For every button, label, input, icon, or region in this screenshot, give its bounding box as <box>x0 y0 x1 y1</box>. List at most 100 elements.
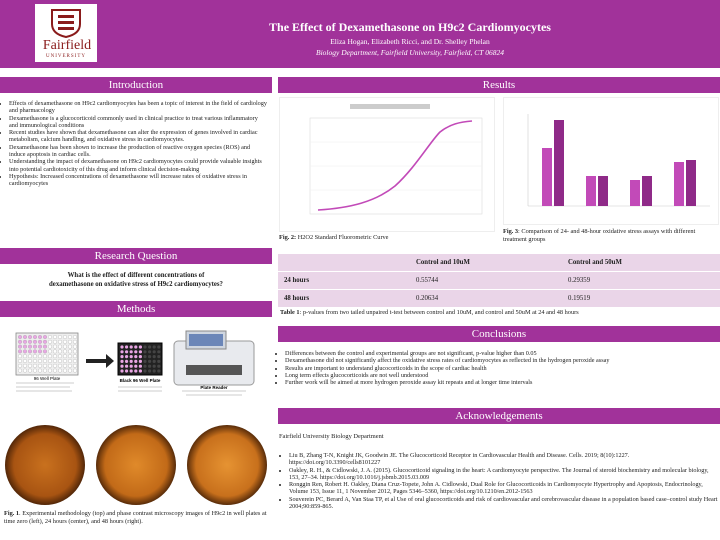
black-well <box>138 350 142 354</box>
well <box>58 363 62 368</box>
fig3-bar <box>586 176 596 206</box>
department: Biology Department, Fairfield University… <box>316 48 504 57</box>
black-well <box>143 350 147 354</box>
black-well <box>157 345 161 349</box>
fig3-caption: Fig. 3: Comparison of 24- and 48-hour ox… <box>503 228 717 243</box>
well <box>33 349 37 354</box>
fig3-caption-text: : Comparison of 24- and 48-hour oxidativ… <box>503 228 696 243</box>
well <box>73 368 77 373</box>
well <box>33 363 37 368</box>
microscopy-image-0h <box>5 425 85 505</box>
black-well <box>157 350 161 354</box>
intro-bullet: Dexamethasone has been shown to increase… <box>9 144 268 159</box>
well <box>73 339 77 344</box>
fig2-caption-label: Fig. 2: <box>279 234 297 241</box>
microscopy-image-48h <box>187 425 267 505</box>
well <box>43 363 47 368</box>
crest-icon <box>51 9 81 38</box>
black-well <box>125 350 129 354</box>
black-well <box>134 350 138 354</box>
black-well <box>152 364 156 368</box>
poster-title: The Effect of Dexamethasone on H9c2 Card… <box>269 20 551 34</box>
conclusions-heading: Conclusions <box>278 326 720 342</box>
methods-diagram: 96 Well Plate Black 96 Well Plate Plate … <box>14 325 264 415</box>
methods-figure: 96 Well Plate Black 96 Well Plate Plate … <box>15 330 255 396</box>
well <box>48 349 52 354</box>
well <box>68 349 72 354</box>
intro-list: Effects of dexamethasone on H9c2 cardiom… <box>2 100 268 188</box>
fig2-caption: Fig. 2: H2O2 Standard Fluorometric Curve <box>279 234 489 242</box>
intro-bullet: Dexamethasone is a glucocorticoid common… <box>9 115 268 130</box>
arrow-icon <box>86 354 114 368</box>
well <box>28 363 32 368</box>
well <box>68 335 72 339</box>
well <box>43 344 47 349</box>
well <box>23 339 27 344</box>
black-well <box>157 364 161 368</box>
pvalue-table: Control and 10uM Control and 50uM 24 hou… <box>278 254 720 308</box>
university-logo: Fairfield UNIVERSITY <box>35 4 97 62</box>
black-well <box>148 364 152 368</box>
black-well <box>152 350 156 354</box>
well <box>63 344 67 349</box>
reference-item: Ronggin Ren, Robert H. Oakley, Diana Cru… <box>289 481 718 496</box>
black-plate-icon <box>117 342 163 376</box>
well <box>38 363 42 368</box>
well <box>28 339 32 344</box>
well <box>53 335 57 339</box>
well <box>28 335 32 339</box>
well <box>18 349 22 354</box>
black-well <box>129 364 133 368</box>
well <box>58 354 62 359</box>
well <box>38 349 42 354</box>
intro-bullet: Hypothesis: Increased concentrations of … <box>9 173 268 188</box>
reference-item: Liu B, Zhang T-N, Knight JK, Goodwin JE.… <box>289 452 718 467</box>
well <box>43 368 47 373</box>
well-plate-icon <box>15 332 79 376</box>
well <box>48 354 52 359</box>
black-well <box>148 345 152 349</box>
well <box>38 344 42 349</box>
black-well <box>148 369 152 373</box>
black-well <box>134 364 138 368</box>
plate-label: 96 Well Plate <box>34 376 61 381</box>
well <box>23 368 27 373</box>
well <box>53 344 57 349</box>
well <box>18 359 22 363</box>
well <box>68 363 72 368</box>
well <box>63 354 67 359</box>
well <box>28 349 32 354</box>
well <box>18 335 22 339</box>
conclusion-bullet: Further work will be aimed at more hydro… <box>285 379 718 386</box>
well <box>43 349 47 354</box>
black-well <box>134 359 138 363</box>
fig3-bar <box>554 120 564 206</box>
well <box>18 363 22 368</box>
well <box>23 363 27 368</box>
table-caption: Table 1: p-values from two tailed unpair… <box>280 309 718 317</box>
black-well <box>138 369 142 373</box>
table-cell: 0.20634 <box>410 289 562 308</box>
fig3-caption-label: Fig. 3 <box>503 228 519 235</box>
well <box>38 359 42 363</box>
well <box>38 335 42 339</box>
reader-label: Plate Reader <box>200 385 228 390</box>
black-well <box>125 355 129 359</box>
black-well <box>143 345 147 349</box>
fig3-chart <box>503 97 719 225</box>
fig1-caption-label: Fig. 1 <box>4 510 20 517</box>
results-heading: Results <box>278 77 720 93</box>
black-well <box>125 359 129 363</box>
black-well <box>120 355 124 359</box>
fig2-chart-title-placeholder <box>350 104 430 109</box>
black-well <box>120 369 124 373</box>
well <box>73 335 77 339</box>
intro-heading: Introduction <box>0 77 272 93</box>
well <box>58 359 62 363</box>
conclusions-list: Differences between the control and expe… <box>278 350 718 386</box>
well <box>68 344 72 349</box>
intro-bullet: Effects of dexamethasone on H9c2 cardiom… <box>9 100 268 115</box>
well <box>18 339 22 344</box>
well <box>58 339 62 344</box>
black-well <box>143 359 147 363</box>
